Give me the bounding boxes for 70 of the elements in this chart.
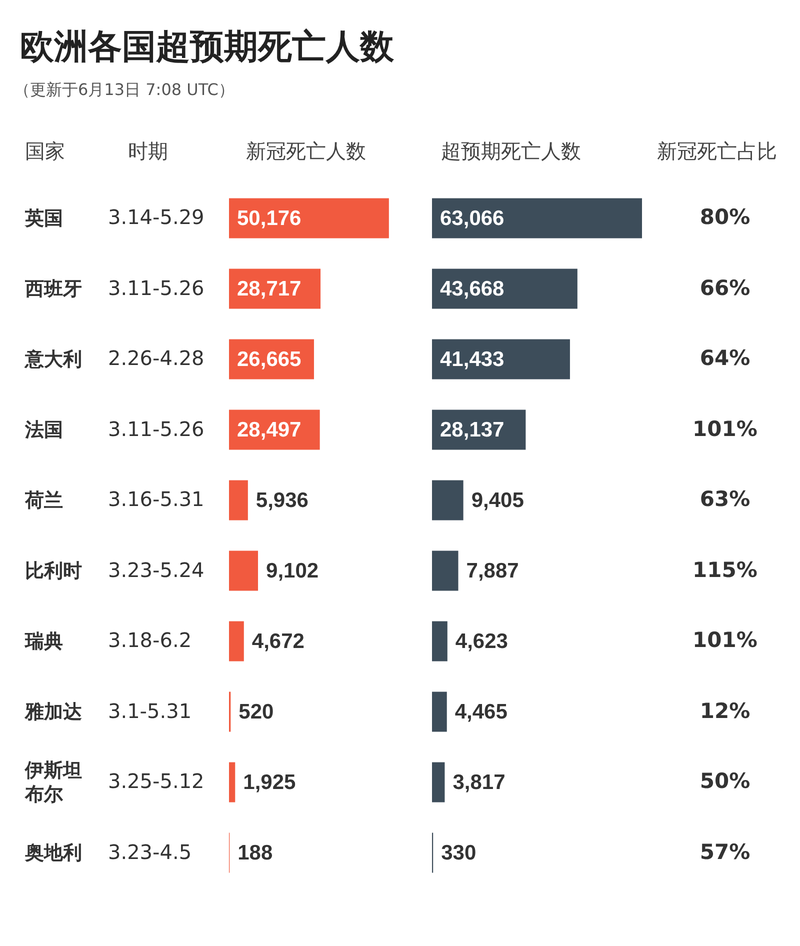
data-label: 9,102: [266, 559, 319, 582]
text: 欧洲各国超预期死亡人数: [20, 26, 394, 69]
text: 57%: [698, 840, 752, 864]
y-tick-label: 法国: [24, 418, 63, 441]
chart-title: 超预期死亡人数: [441, 138, 581, 165]
text: （更新于6月13日 7:08 UTC）: [14, 80, 234, 101]
text: 3.1-5.31: [107, 698, 193, 723]
y-tick-label: 伊斯坦布尔: [24, 759, 82, 806]
chart-title: 新冠死亡人数: [246, 138, 366, 165]
data-label: 28,717: [237, 277, 302, 300]
text: 101%: [692, 416, 758, 441]
data-label: 4,623: [455, 630, 508, 653]
bar: [432, 621, 448, 662]
y-tick-label: 瑞典: [24, 630, 63, 652]
data-label: 188: [238, 841, 273, 864]
data-label: 1,925: [243, 770, 296, 794]
text: 101%: [692, 628, 758, 652]
data-label: 520: [238, 700, 274, 724]
text: 3.23-4.5: [107, 840, 193, 864]
text: 12%: [698, 698, 752, 723]
y-tick-label: 英国: [24, 207, 63, 230]
data-label: 41,433: [440, 348, 504, 371]
text: 50%: [698, 769, 752, 794]
data-label: 3,817: [452, 770, 506, 794]
bar: [432, 480, 464, 520]
text: 3.18-6.2: [107, 628, 193, 652]
text: 3.16-5.31: [107, 487, 206, 512]
text: 115%: [692, 558, 758, 582]
y-axis-title: 国家: [25, 138, 65, 165]
text: 64%: [698, 346, 752, 370]
bar: [229, 621, 244, 662]
y-tick-label: 荷兰: [24, 489, 63, 512]
data-label: 43,668: [440, 277, 505, 300]
text: 3.11-5.26: [107, 276, 206, 300]
bar: [229, 480, 248, 520]
data-label: 330: [441, 841, 476, 864]
data-label: 4,672: [252, 630, 304, 653]
data-label: 4,465: [454, 700, 508, 724]
text: 时期: [128, 138, 168, 165]
data-label: 26,665: [237, 348, 302, 371]
data-label: 7,887: [466, 559, 519, 582]
text: 66%: [698, 276, 752, 300]
text: 新冠死亡占比: [656, 138, 778, 165]
text: 3.11-5.26: [107, 416, 206, 441]
data-label: 9,405: [471, 488, 524, 512]
data-label: 5,936: [256, 488, 308, 512]
data-label: 63,066: [440, 206, 504, 230]
bar: [432, 198, 642, 238]
bar: [229, 762, 236, 802]
text: 80%: [698, 205, 752, 230]
bar: [432, 268, 578, 309]
bar: [432, 692, 447, 732]
bar: [229, 550, 258, 591]
text: 3.14-5.29: [107, 205, 206, 230]
y-tick-label: 奥地利: [24, 842, 82, 864]
data-label: 28,137: [440, 418, 504, 442]
y-tick-label: 比利时: [25, 560, 82, 582]
text: 3.23-5.24: [107, 558, 206, 582]
bar: [432, 339, 570, 380]
text: 3.25-5.12: [107, 769, 206, 794]
bar: [432, 762, 445, 802]
bar: [229, 198, 389, 238]
data-label: 50,176: [237, 206, 302, 230]
bar: [432, 550, 458, 591]
text: 2.26-4.28: [107, 346, 206, 370]
y-tick-label: 西班牙: [24, 278, 82, 300]
y-tick-label: 意大利: [24, 348, 82, 370]
data-label: 28,497: [237, 418, 302, 442]
text: 63%: [698, 487, 752, 512]
y-tick-label: 雅加达: [24, 700, 83, 723]
